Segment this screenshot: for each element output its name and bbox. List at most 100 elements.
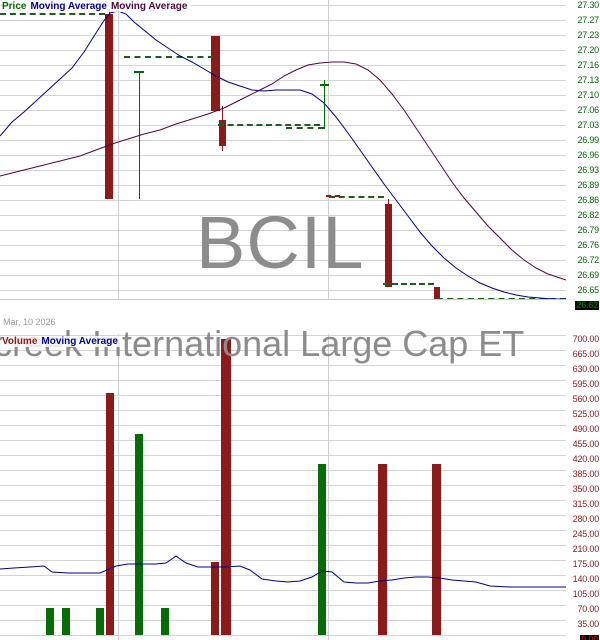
gridline	[118, 0, 119, 300]
price-axis-label: 26.76	[577, 240, 599, 250]
gridline	[0, 95, 566, 96]
volume-axis-label: 0.00	[580, 635, 599, 640]
gridline	[0, 470, 566, 471]
price-axis-label: 26.62	[575, 300, 599, 310]
price-plot-area[interactable]: 1112	[0, 0, 566, 300]
price-plot-baseline	[0, 299, 566, 300]
volume-bar	[46, 608, 54, 635]
legend-volume-ma-label: Moving Average	[41, 336, 118, 347]
volume-moving-average-line	[0, 555, 566, 588]
volume-axis-label: 315.00	[572, 499, 600, 509]
gridline	[0, 80, 566, 81]
volume-legend: Volume Moving Average	[2, 336, 122, 347]
volume-axis-label: 245.00	[572, 529, 600, 539]
volume-bar	[432, 463, 441, 635]
price-y-axis: 27.30 27.27 27.23 27.20 27.16 27.13 27.10 27.06…	[566, 0, 600, 320]
price-legend: Price Moving Average Moving Average	[2, 1, 192, 12]
gridline	[0, 275, 566, 276]
volume-axis-label: 665.00	[572, 349, 600, 359]
candle-body	[385, 203, 392, 288]
price-axis-label: 27.06	[577, 105, 599, 115]
gridline	[328, 334, 329, 640]
price-level-marker	[218, 124, 320, 126]
gridline	[0, 260, 566, 261]
gridline	[0, 380, 566, 381]
price-axis-label: 26.69	[577, 270, 599, 280]
candle-body	[134, 71, 144, 74]
gridline	[0, 440, 566, 441]
volume-axis-label: 595.00	[572, 379, 600, 389]
moving-average-line	[0, 10, 566, 300]
price-level-marker	[326, 195, 340, 197]
volume-axis-label: 385.00	[572, 469, 600, 479]
price-axis-label: 27.23	[577, 30, 599, 40]
gridline	[0, 170, 566, 171]
gridline	[0, 155, 566, 156]
volume-axis-label: 700.00	[572, 334, 600, 344]
price-axis-label: 26.79	[577, 225, 599, 235]
gridline	[0, 290, 566, 291]
candle-body	[320, 84, 329, 87]
volume-bar	[318, 463, 326, 635]
volume-axis-label: 630.00	[572, 364, 600, 374]
gridline	[0, 185, 566, 186]
volume-axis-label: 105.00	[572, 589, 600, 599]
price-panel: 1112 27.30 27.27 27.23 27.20 27.16 27.13 27.10…	[0, 0, 600, 320]
gridline	[0, 545, 566, 546]
candle-body	[434, 287, 440, 300]
gridline	[0, 65, 566, 66]
volume-axis-label: 70.00	[577, 604, 599, 614]
volume-y-axis: 700.00 665.00 630.00 595.00 560.00 525.00 490.…	[566, 320, 600, 640]
volume-plot-area[interactable]	[0, 334, 566, 640]
price-axis-label: 26.89	[577, 180, 599, 190]
volume-bar	[221, 339, 231, 635]
gridline	[0, 575, 566, 576]
gridline	[0, 365, 566, 366]
price-axis-label: 26.72	[577, 255, 599, 265]
gridline	[0, 140, 566, 141]
volume-panel: 700.00 665.00 630.00 595.00 560.00 525.00 490.…	[0, 320, 600, 640]
gridline	[0, 350, 566, 351]
price-axis-label: 27.13	[577, 75, 599, 85]
gridline	[0, 5, 566, 6]
volume-moving-average-line	[0, 555, 566, 588]
price-axis-label: 26.86	[577, 195, 599, 205]
gridline	[0, 590, 566, 591]
volume-axis-label: 280.00	[572, 514, 600, 524]
volume-axis-label: 140.00	[572, 574, 600, 584]
gridline	[0, 530, 566, 531]
price-level-marker	[286, 127, 324, 129]
volume-bar	[135, 433, 143, 635]
volume-axis-label: 525.00	[572, 409, 600, 419]
gridline	[118, 334, 119, 640]
volume-bar	[62, 608, 70, 635]
gridline	[0, 50, 566, 51]
volume-bar	[378, 463, 387, 635]
legend-price-label: Price	[2, 1, 27, 12]
chart-date-label: Mar, 10 2026	[3, 317, 56, 327]
gridline	[0, 515, 566, 516]
gridline	[0, 230, 566, 231]
gridline	[0, 455, 566, 456]
candle-body	[211, 35, 220, 111]
price-moving-average-lines	[0, 10, 566, 300]
gridline	[0, 605, 566, 606]
volume-axis-label: 175.00	[572, 559, 600, 569]
legend-ma1-label: Moving Average	[30, 1, 107, 12]
price-axis-label: 26.96	[577, 150, 599, 160]
price-axis-label: 27.30	[577, 0, 599, 10]
price-axis-label: 27.20	[577, 45, 599, 55]
gridline	[0, 560, 566, 561]
gridline	[0, 20, 566, 21]
gridline	[0, 200, 566, 201]
price-axis-label: 27.16	[577, 60, 599, 70]
legend-volume-label: Volume	[2, 336, 38, 347]
volume-axis-label: 210.00	[572, 544, 600, 554]
gridline	[0, 110, 566, 111]
price-axis-label: 26.65	[577, 285, 599, 295]
gridline	[0, 410, 566, 411]
price-axis-label: 27.10	[577, 90, 599, 100]
price-axis-label: 26.93	[577, 165, 599, 175]
legend-ma2-label: Moving Average	[110, 1, 188, 12]
price-axis-label: 26.99	[577, 135, 599, 145]
